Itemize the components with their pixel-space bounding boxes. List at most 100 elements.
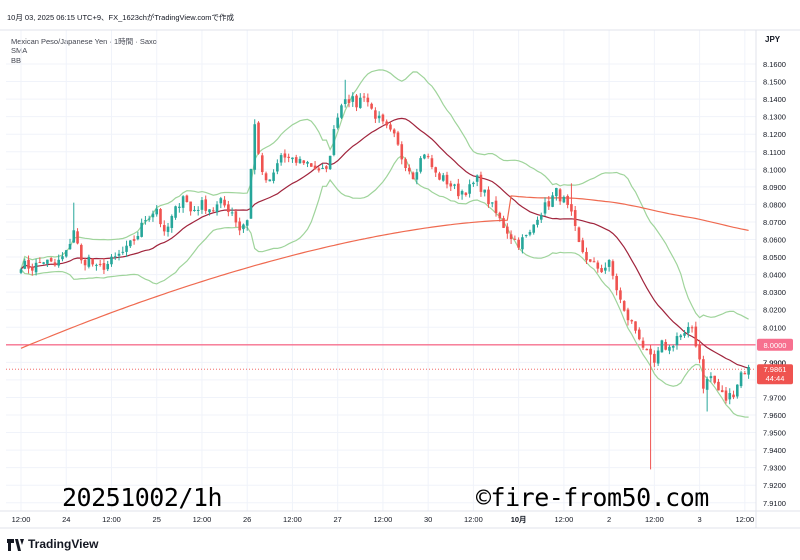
candle-body (698, 344, 701, 360)
candle-body (185, 195, 189, 203)
candle-body (555, 187, 558, 197)
x-tick-label: 2 (607, 515, 611, 524)
candle-body (464, 192, 468, 196)
y-tick-label: 8.1200 (763, 130, 786, 139)
candle-body (517, 239, 520, 248)
candle-body (242, 224, 245, 230)
candle-body (238, 221, 241, 231)
candle-body (72, 230, 76, 243)
x-tick-label: 12:00 (193, 515, 212, 524)
candle-body (245, 220, 249, 226)
last-price-label: 7.9861 (764, 365, 787, 374)
candle-body (49, 258, 53, 262)
x-tick-label: 10月 (511, 515, 527, 524)
candle-body (159, 209, 162, 225)
candle-body (736, 384, 739, 397)
candle-body (193, 209, 196, 212)
candle-body (359, 97, 362, 108)
candle-body (671, 346, 675, 348)
bb-lower-line (20, 154, 749, 418)
candle-body (377, 115, 381, 119)
candle-body (46, 259, 49, 264)
candle-body (140, 222, 143, 237)
candle-body (509, 234, 513, 240)
candle-body (144, 220, 147, 222)
y-tick-label: 7.9500 (763, 429, 786, 438)
y-tick-label: 8.0500 (763, 253, 786, 262)
candle-body (279, 155, 283, 163)
x-tick-label: 12:00 (735, 515, 754, 524)
candle-body (592, 261, 596, 263)
candle-body (38, 262, 42, 264)
candle-body (547, 201, 551, 207)
candle-body (80, 244, 83, 261)
candle-body (106, 263, 110, 270)
x-tick-label: 12:00 (283, 515, 302, 524)
candle-body (566, 195, 569, 205)
candle-body (155, 208, 159, 215)
y-tick-label: 8.0100 (763, 323, 786, 332)
candle-body (227, 204, 230, 213)
candle-body (113, 256, 117, 258)
candle-body (604, 267, 607, 271)
candle-body (562, 196, 566, 203)
candle-body (521, 237, 524, 250)
candle-body (479, 174, 483, 192)
y-tick-label: 8.1300 (763, 113, 786, 122)
candle-body (705, 379, 709, 390)
candle-body (132, 239, 136, 241)
capture-info: 10月 03, 2025 06:15 UTC+9、FX_1623chがTradi… (7, 13, 234, 22)
y-tick-label: 8.0300 (763, 288, 786, 297)
candle-body (641, 340, 645, 348)
candle-body (445, 174, 449, 185)
candle-body (498, 212, 502, 219)
indicator-sma-label[interactable]: SMA (11, 46, 28, 55)
y-tick-label: 8.0900 (763, 183, 786, 192)
candle-body (321, 167, 324, 170)
candle-body (528, 231, 532, 235)
indicator-bb-label[interactable]: BB (11, 56, 22, 65)
brand-footer[interactable]: TradingView (7, 535, 98, 553)
candle-body (513, 238, 517, 240)
candle-body (309, 163, 313, 167)
candle-body (317, 168, 321, 171)
candle-body (532, 224, 536, 233)
grid (6, 30, 756, 511)
candle-body (645, 348, 649, 351)
candle-body (607, 259, 611, 267)
candle-body (91, 258, 94, 265)
candle-body (637, 329, 641, 340)
candle-body (162, 225, 166, 232)
candle-body (257, 122, 260, 154)
x-tick-label: 12:00 (12, 515, 31, 524)
symbol-title[interactable]: Mexican Peso/Japanese Yen · 1時間 · Saxo (11, 37, 157, 46)
candle-body (178, 206, 181, 208)
candle-body (230, 212, 234, 214)
candle-body (419, 158, 422, 172)
y-tick-label: 8.0600 (763, 236, 786, 245)
candle-body (460, 191, 464, 195)
candle-body (588, 259, 592, 262)
candle-body (283, 153, 287, 158)
candle-body (634, 321, 637, 331)
y-tick-label: 8.0800 (763, 200, 786, 209)
candle-body (626, 309, 630, 321)
y-tick-label: 8.1100 (763, 148, 785, 157)
candle-body (31, 267, 34, 271)
y-tick-label: 8.1500 (763, 78, 786, 87)
candle-body (381, 114, 385, 122)
candle-body (121, 251, 125, 253)
candle-body (102, 263, 106, 270)
candle-body (732, 394, 735, 398)
x-tick-label: 30 (424, 515, 432, 524)
candle-body (76, 231, 79, 244)
currency-label: JPY (765, 35, 781, 44)
y-tick-label: 8.1600 (763, 60, 786, 69)
candle-body (717, 381, 720, 391)
y-tick-label: 8.1000 (763, 165, 786, 174)
candle-body (411, 172, 415, 180)
candle-body (249, 168, 253, 219)
candle-body (355, 95, 358, 108)
candle-body (306, 161, 309, 164)
